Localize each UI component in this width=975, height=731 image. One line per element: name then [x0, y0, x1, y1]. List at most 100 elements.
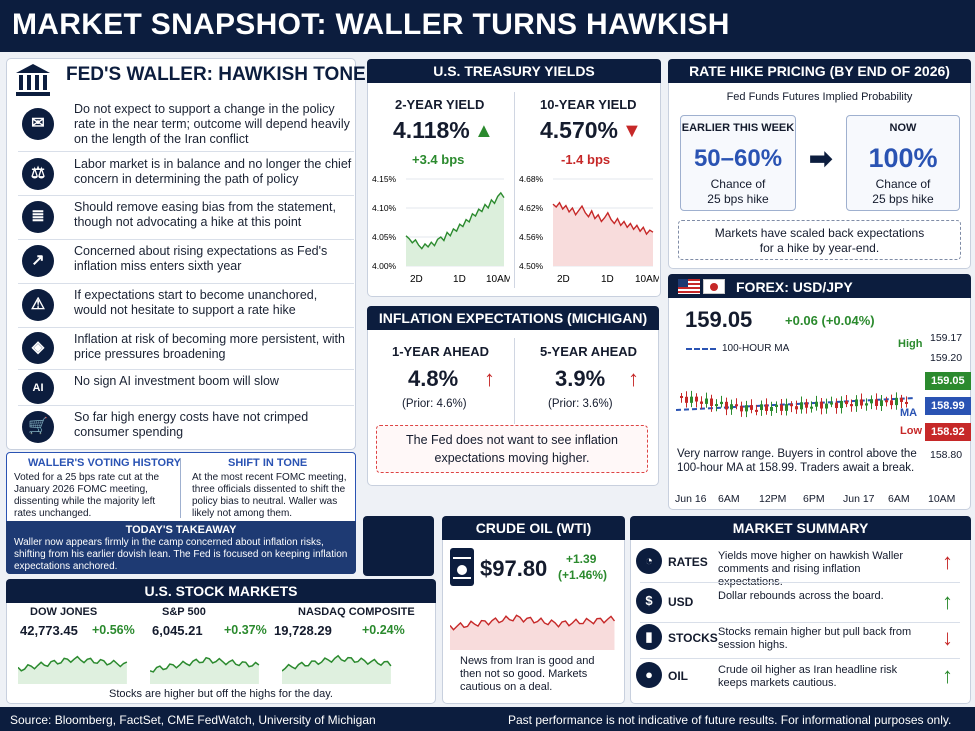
ten-year-label: 10-YEAR YIELD: [540, 97, 637, 112]
rate-hike-title: RATE HIKE PRICING (BY END OF 2026): [668, 59, 971, 83]
rising-chart-icon: ↗: [22, 245, 54, 277]
summary-panel: [630, 516, 971, 704]
candle-body: [680, 396, 683, 398]
one-year-value: 4.8%: [408, 366, 459, 391]
x-tick-label: 10AM: [635, 274, 659, 285]
level-high: 159.17: [930, 332, 963, 344]
level-2: 158.80: [930, 449, 963, 461]
stock-index-change: +0.56%: [92, 623, 135, 637]
waller-point-text: Should remove easing bias from the state…: [74, 200, 336, 229]
x-tick-label: Jun 17: [843, 493, 875, 505]
up-arrow-icon: ↑: [628, 366, 639, 391]
candle-body: [805, 402, 808, 408]
now-desc1: Chance of: [875, 177, 931, 191]
divider: [180, 458, 181, 518]
rate-note-line1: Markets have scaled back expectations: [714, 226, 925, 240]
us-flag-icon: [678, 279, 700, 294]
candle-body: [840, 400, 843, 409]
rate-note-line2: for a hike by year-end.: [759, 241, 880, 255]
oil-title: CRUDE OIL (WTI): [442, 516, 625, 540]
candle-body: [880, 400, 883, 406]
waller-panel: [6, 58, 356, 450]
candle-body: [695, 396, 698, 402]
x-tick-label: 2D: [557, 274, 570, 285]
low-label: Low: [900, 425, 922, 437]
gauge-icon: ◔: [636, 548, 662, 574]
candle-body: [845, 400, 848, 405]
up-arrow-icon: ↑: [484, 366, 495, 391]
candle-body: [715, 404, 718, 407]
candle-body: [895, 397, 898, 406]
summary-label: STOCKS: [668, 631, 718, 645]
five-year-value: 3.9%: [555, 366, 606, 391]
candle-body: [785, 404, 788, 411]
shift-text: At the most recent FOMC meeting, three o…: [192, 472, 347, 519]
series-area: [450, 615, 615, 650]
candle-body: [850, 404, 853, 407]
waller-point-text: Labor market is in balance and no longer…: [74, 157, 352, 186]
earlier-desc1: Chance of: [710, 177, 766, 191]
divider: [640, 658, 960, 659]
stock-index-value: 42,773.45: [20, 623, 78, 638]
takeaway-text: Waller now appears firmly in the camp co…: [14, 537, 348, 572]
candle-body: [810, 406, 813, 409]
candle-body: [760, 404, 763, 411]
y-tick-label: 4.50%: [519, 261, 544, 271]
ten-year-change: -1.4 bps: [561, 152, 611, 167]
summary-text: Stocks remain higher but pull back from …: [718, 626, 912, 651]
now-desc2: 25 bps hike: [872, 192, 934, 206]
candle-body: [690, 396, 693, 403]
candle-body: [905, 401, 908, 404]
x-tick-label: Jun 16: [675, 493, 707, 505]
shift-title: SHIFT IN TONE: [228, 457, 308, 469]
ma-price-tag: 158.99: [925, 397, 971, 415]
divider: [640, 622, 960, 623]
forex-note: Very narrow range. Buyers in control abo…: [677, 448, 917, 474]
oil-price-chart: [450, 614, 616, 650]
bank-icon: [14, 62, 52, 98]
candle-body: [725, 401, 728, 410]
usdjpy-candlestick-chart: [676, 390, 915, 418]
candle-body: [770, 406, 773, 411]
now-box: [846, 115, 960, 211]
dollar-icon: $: [636, 588, 662, 614]
forex-title: FOREX: USD/JPY: [736, 279, 853, 295]
rate-note-box: [678, 220, 961, 260]
bar-chart-icon: ▮: [636, 624, 662, 650]
summary-text: Yields move higher on hawkish Waller com…: [718, 550, 904, 588]
candle-body: [885, 400, 888, 403]
candle-body: [860, 399, 863, 406]
summary-label: OIL: [668, 669, 688, 683]
waller-point-text: Do not expect to support a change in the…: [74, 102, 350, 146]
oil-drop-icon: ●: [636, 662, 662, 688]
stock-sparkline: [282, 654, 392, 684]
stock-index-name: NASDAQ COMPOSITE: [298, 606, 415, 618]
candle-body: [700, 401, 703, 404]
inflation-note-box: [376, 425, 648, 473]
divider: [640, 582, 960, 583]
right-arrow-icon: ➡: [809, 143, 833, 174]
treasury-divider: [514, 92, 515, 288]
candle-body: [820, 401, 823, 409]
low-price-tag: 158.92: [925, 423, 971, 441]
inflation-title: INFLATION EXPECTATIONS (MICHIGAN): [367, 306, 659, 330]
candle-body: [890, 400, 893, 406]
oil-note: News from Iran is good and then not so g…: [460, 655, 595, 693]
ma-legend-line: [686, 348, 716, 350]
one-year-prior: (Prior: 4.6%): [402, 398, 467, 410]
stock-index-name: S&P 500: [162, 606, 206, 618]
x-tick-label: 6AM: [888, 493, 910, 505]
y-tick-label: 4.68%: [519, 174, 544, 184]
candle-body: [870, 399, 873, 404]
two-year-label: 2-YEAR YIELD: [395, 97, 485, 112]
forex-panel: [668, 274, 971, 510]
now-value: 100%: [868, 143, 938, 173]
earlier-box: [680, 115, 796, 211]
summary-text: Crude oil higher as Iran headline risk k…: [718, 664, 898, 689]
y-tick-label: 4.05%: [372, 232, 397, 242]
x-tick-label: 10AM: [486, 274, 510, 285]
inflation-divider: [514, 338, 515, 424]
series-area: [553, 202, 653, 266]
warning-icon: ⚠: [22, 289, 54, 321]
earlier-desc2: 25 bps hike: [707, 192, 769, 206]
